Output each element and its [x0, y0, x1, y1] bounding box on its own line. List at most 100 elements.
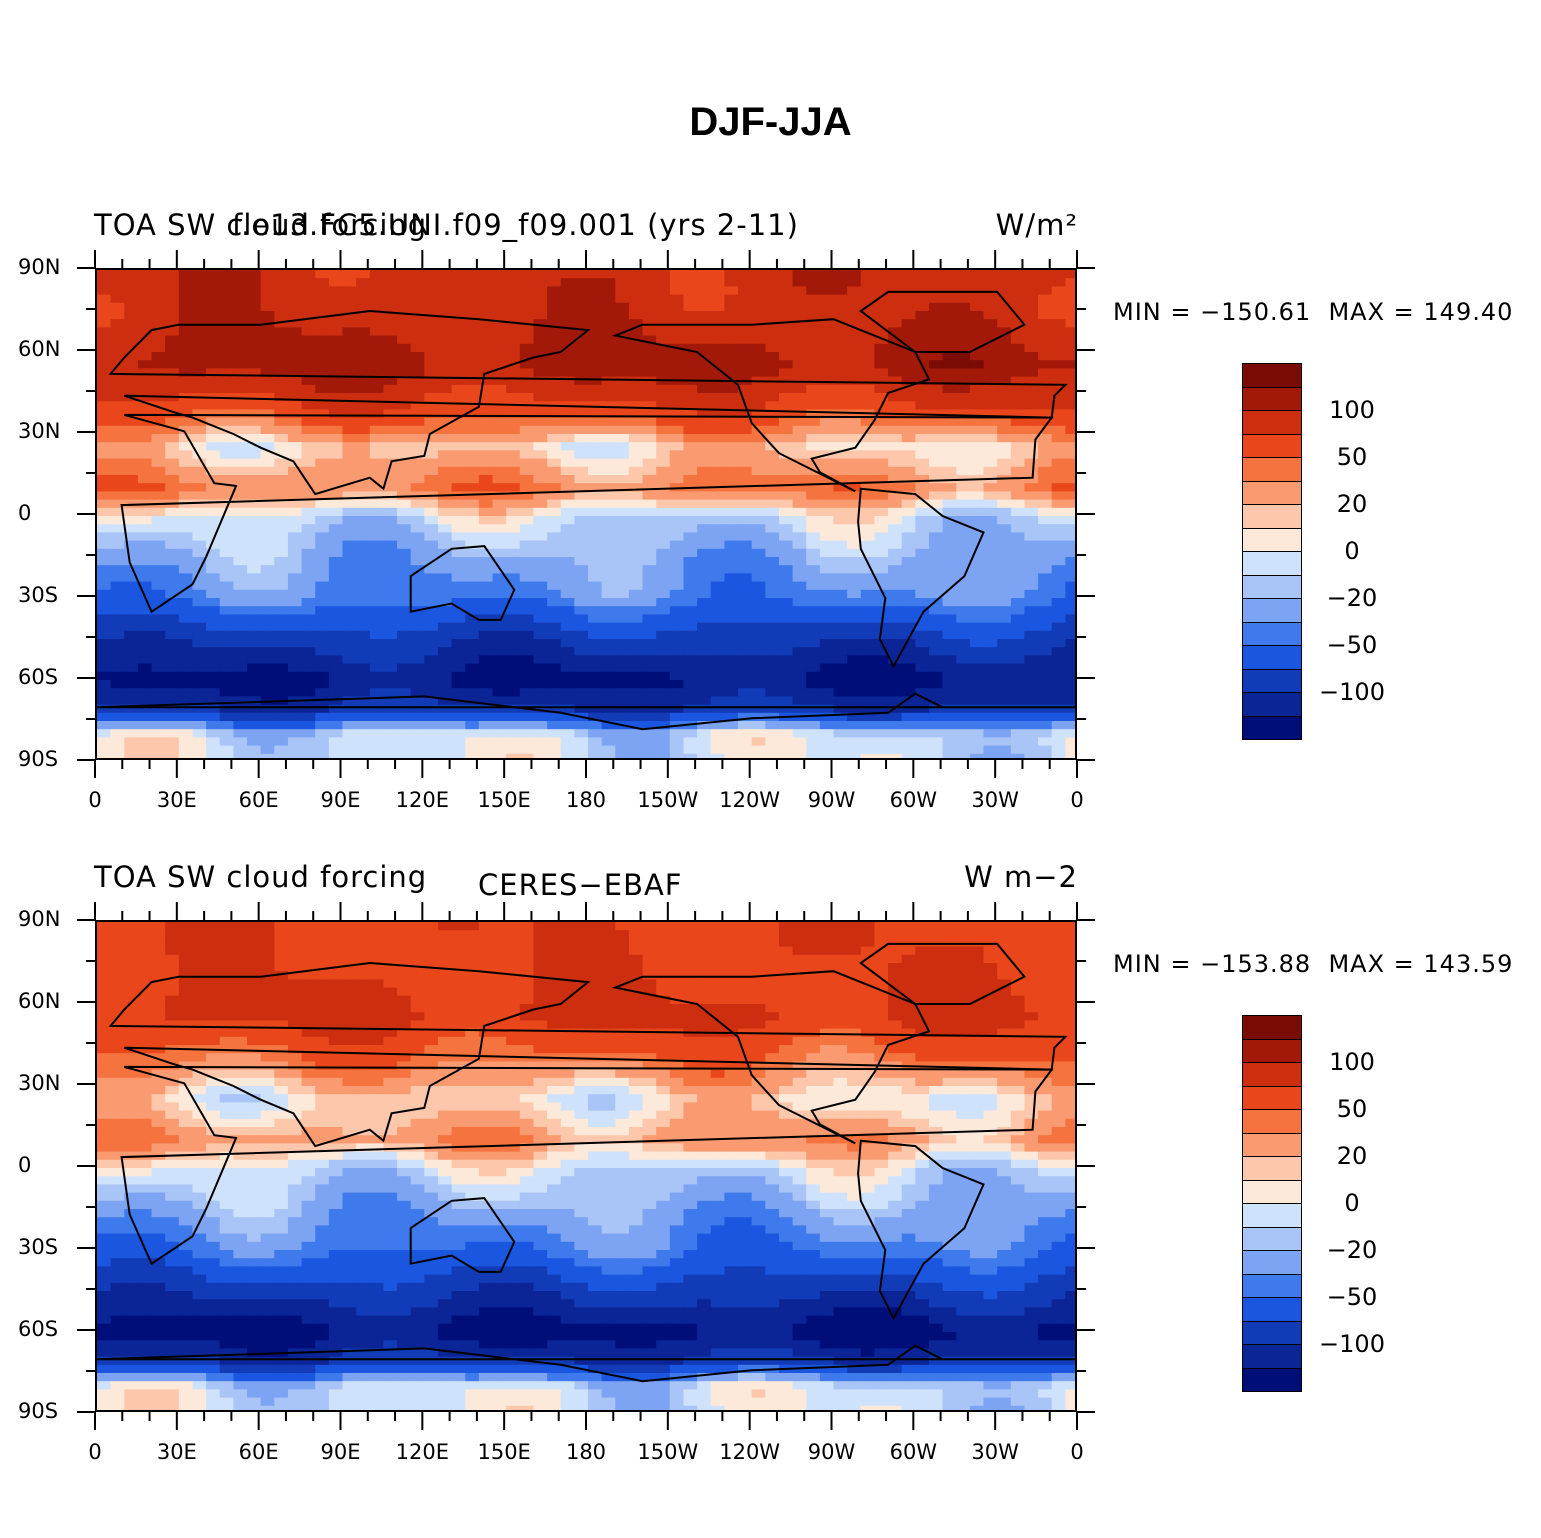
- panel-title-case: f.e13.FC5.UNI.f09_f09.001 (yrs 2-11): [232, 208, 799, 242]
- heatmap-cell: [1051, 319, 1066, 328]
- heatmap-cell: [819, 278, 835, 287]
- heatmap-cell: [137, 483, 153, 492]
- heatmap-cell: [165, 712, 180, 722]
- heatmap-cell: [560, 922, 575, 931]
- heatmap-cell: [274, 946, 289, 956]
- heatmap-cell: [342, 922, 357, 931]
- heatmap-cell: [588, 737, 603, 747]
- heatmap-cell: [806, 745, 821, 755]
- heatmap-cell: [738, 384, 753, 394]
- heatmap-cell: [165, 327, 180, 337]
- heatmap-cell: [724, 663, 739, 673]
- heatmap-cell: [356, 409, 371, 419]
- heatmap-cell: [437, 368, 453, 378]
- heatmap-cell: [697, 573, 712, 583]
- heatmap-cell: [765, 548, 780, 558]
- heatmap-cell: [260, 376, 275, 386]
- heatmap-cell: [206, 507, 221, 517]
- heatmap-cell: [219, 458, 234, 468]
- heatmap-cell: [642, 311, 657, 320]
- heatmap-cell: [165, 704, 180, 714]
- heatmap-cell: [697, 721, 712, 730]
- heatmap-cell: [383, 573, 398, 583]
- heatmap-cell: [151, 946, 166, 956]
- heatmap-cell: [874, 938, 889, 948]
- heatmap-cell: [1024, 729, 1039, 738]
- heatmap-cell: [888, 729, 903, 738]
- heatmap-cell: [478, 557, 494, 566]
- heatmap-cell: [1010, 614, 1026, 624]
- heatmap-cell: [628, 434, 644, 443]
- heatmap-cell: [506, 466, 521, 476]
- heatmap-cell: [287, 622, 303, 632]
- heatmap-cell: [683, 335, 698, 345]
- heatmap-cell: [260, 729, 275, 738]
- heatmap-cell: [260, 417, 275, 427]
- heatmap-cell: [615, 930, 630, 939]
- heatmap-cell: [683, 442, 698, 451]
- heatmap-cell: [506, 368, 521, 378]
- heatmap-cell: [178, 327, 194, 337]
- heatmap-cell: [451, 499, 466, 509]
- heatmap-cell: [1065, 499, 1075, 509]
- heatmap-cell: [615, 294, 630, 304]
- heatmap-cell: [328, 606, 344, 615]
- heatmap-cell: [315, 360, 330, 369]
- heatmap-cell: [588, 557, 603, 566]
- heatmap-cell: [424, 352, 439, 361]
- heatmap-cell: [247, 376, 262, 386]
- heatmap-cell: [533, 483, 548, 492]
- heatmap-cell: [997, 425, 1012, 435]
- heatmap-cell: [574, 278, 589, 287]
- heatmap-cell: [806, 954, 821, 964]
- heatmap-cell: [751, 737, 766, 747]
- heatmap-cell: [1024, 491, 1039, 501]
- heatmap-cell: [574, 499, 589, 509]
- heatmap-cell: [328, 647, 344, 656]
- heatmap-cell: [669, 319, 685, 328]
- heatmap-cell: [110, 352, 125, 361]
- heatmap-cell: [151, 737, 166, 747]
- heatmap-cell: [847, 589, 862, 599]
- heatmap-cell: [178, 573, 194, 583]
- heatmap-cell: [410, 425, 425, 435]
- heatmap-cell: [437, 614, 453, 624]
- heatmap-cell: [369, 557, 385, 566]
- heatmap-cell: [137, 343, 153, 353]
- heatmap-cell: [478, 311, 494, 320]
- heatmap-cell: [397, 745, 412, 755]
- heatmap-cell: [983, 352, 998, 361]
- heatmap-cell: [492, 532, 507, 542]
- heatmap-cell: [342, 319, 357, 328]
- heatmap-cell: [219, 639, 234, 648]
- heatmap-cell: [247, 458, 262, 468]
- heatmap-cell: [1010, 671, 1026, 681]
- heatmap-cell: [342, 938, 357, 948]
- heatmap-cell: [1010, 327, 1026, 337]
- heatmap-cell: [397, 630, 412, 640]
- heatmap-cell: [683, 630, 698, 640]
- heatmap-cell: [601, 614, 616, 624]
- heatmap-cell: [165, 680, 180, 689]
- heatmap-cell: [983, 688, 998, 697]
- heatmap-cell: [506, 294, 521, 304]
- heatmap-cell: [151, 573, 166, 583]
- heatmap-cell: [942, 671, 957, 681]
- heatmap-cell: [465, 655, 480, 665]
- heatmap-cell: [274, 598, 289, 607]
- heatmap-cell: [697, 507, 712, 517]
- heatmap-cell: [410, 466, 425, 476]
- heatmap-cell: [1051, 327, 1066, 337]
- heatmap-cell: [956, 417, 971, 427]
- heatmap-cell: [383, 721, 398, 730]
- heatmap-cell: [997, 614, 1012, 624]
- heatmap-cell: [683, 573, 698, 583]
- heatmap-cell: [751, 286, 766, 296]
- heatmap-cell: [465, 466, 480, 476]
- heatmap-cell: [560, 938, 575, 948]
- heatmap-cell: [792, 483, 807, 492]
- heatmap-cell: [710, 532, 725, 542]
- heatmap-cell: [369, 409, 385, 419]
- heatmap-cell: [451, 954, 466, 964]
- heatmap-cell: [792, 971, 807, 980]
